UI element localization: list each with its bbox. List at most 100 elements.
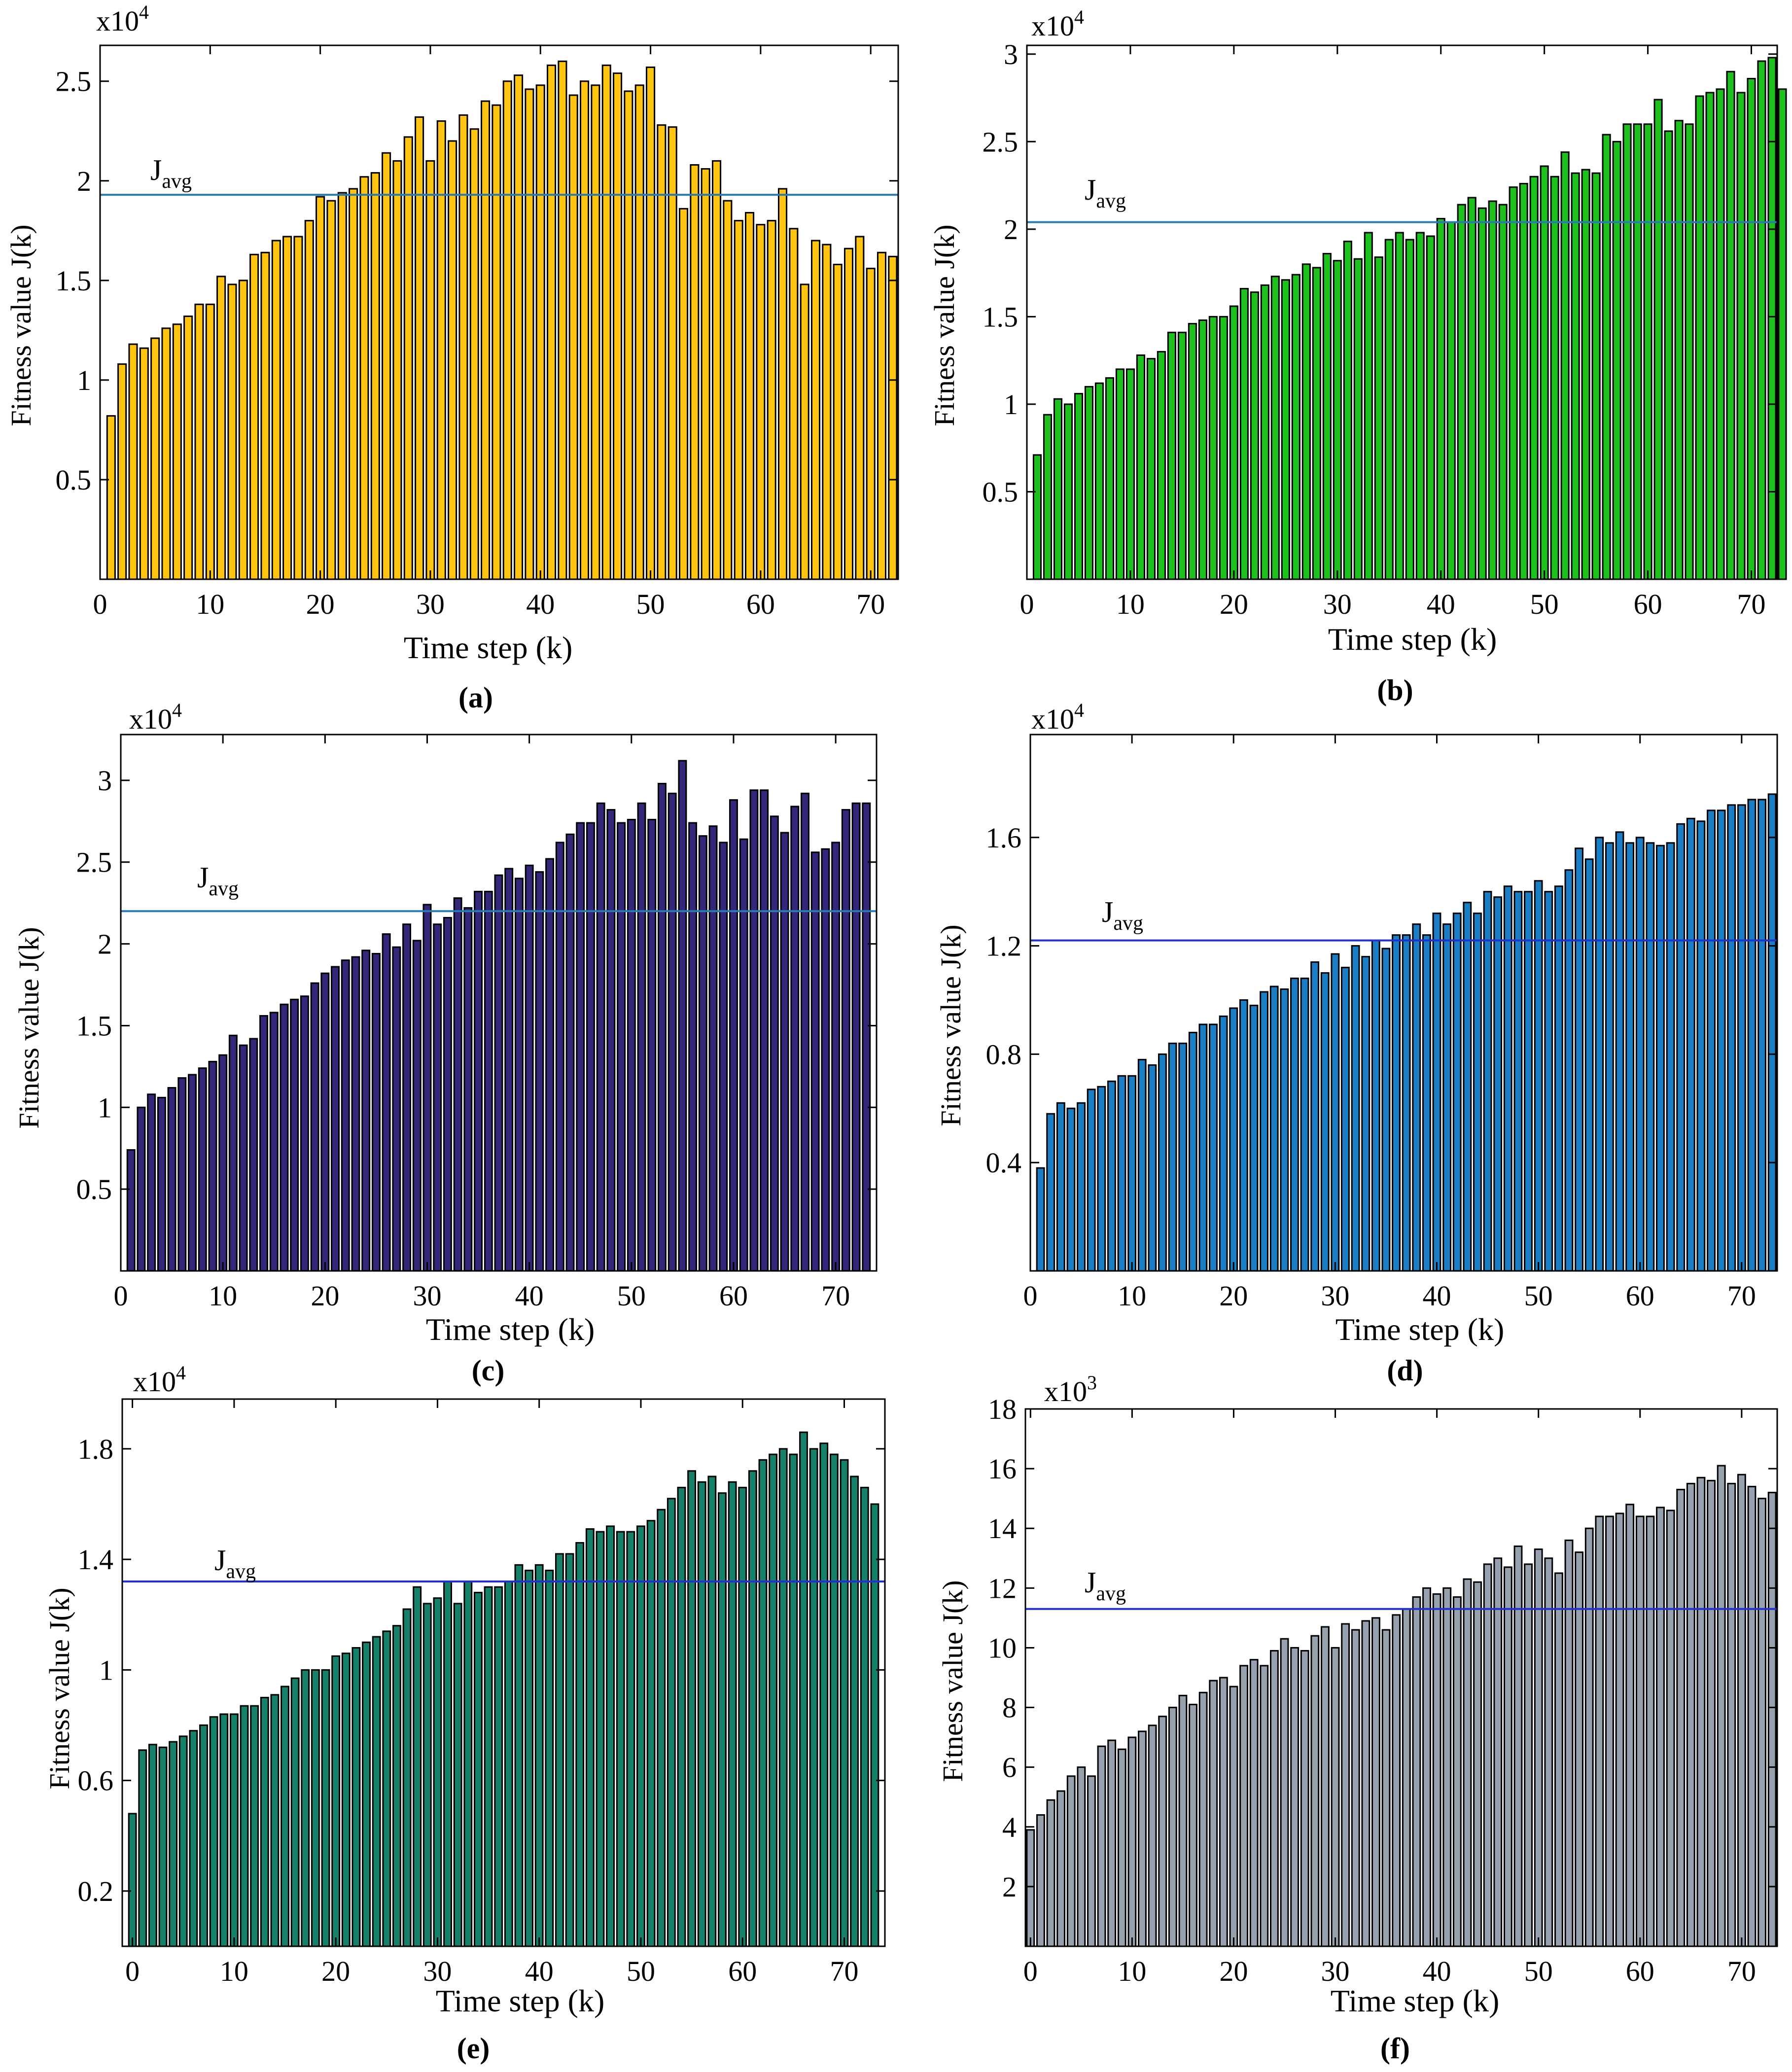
panel-e-bar-3 [148, 1744, 157, 1947]
panel-f-label: (f) [1380, 2032, 1410, 2065]
panel-d-bar-43 [1463, 902, 1472, 1272]
panel-d-bar-71 [1747, 799, 1757, 1272]
panel-f-bar-12 [1138, 1730, 1147, 1947]
panel-a-bar-1 [106, 415, 116, 580]
panel-b-bar-12 [1146, 358, 1156, 580]
panel-f-bar-20 [1219, 1677, 1228, 1947]
panel-e-bar-72 [850, 1475, 859, 1947]
panel-d-bar-9 [1117, 1075, 1126, 1272]
panel-a-bar-58 [734, 220, 743, 580]
panel-c-bar-3 [147, 1093, 156, 1272]
panel-b-bar-42 [1457, 204, 1466, 580]
panel-c-javg-label: Javg [197, 861, 239, 900]
panel-f-bar-3 [1046, 1799, 1055, 1947]
panel-e-ytick-label: 1.4 [78, 1544, 114, 1576]
panel-e-bar-53 [657, 1509, 666, 1947]
panel-d-bar-37 [1402, 934, 1411, 1272]
panel-b-bar-16 [1188, 323, 1197, 580]
panel-d-bar-50 [1534, 880, 1543, 1272]
panel-d: x104 Javg 0.4 0.8 1.2 1.6 0 10 20 30 40 50 60 70 T… [935, 699, 1778, 1387]
panel-b-bar-60 [1643, 123, 1652, 580]
panel-f-bar-18 [1198, 1691, 1208, 1947]
panel-f-bar-5 [1066, 1775, 1076, 1947]
panel-c-plot-frame [120, 734, 878, 1272]
panel-e-bar-20 [321, 1669, 330, 1947]
panel-e-bar-34 [463, 1580, 473, 1947]
panel-b-bar-28 [1312, 267, 1321, 580]
panel-e-ytick-label: 1 [99, 1654, 113, 1686]
panel-b-bar-21 [1239, 288, 1249, 580]
panel-f-bar-65 [1676, 1489, 1686, 1947]
panel-b-ytick-label: 2.5 [983, 126, 1019, 158]
panel-e-bar-59 [718, 1492, 727, 1947]
panel-f-bar-35 [1371, 1617, 1380, 1947]
panel-f-bar-61 [1635, 1515, 1645, 1947]
panel-d-bar-17 [1198, 1023, 1208, 1272]
panel-b-bar-13 [1157, 351, 1166, 580]
panel-d-bar-47 [1503, 885, 1512, 1272]
panel-c-bar-28 [402, 923, 412, 1272]
panel-b-bar-52 [1560, 151, 1570, 580]
panel-e-y-label: Fitness value J(k) [43, 1587, 75, 1789]
panel-c-bar-72 [851, 802, 861, 1272]
panel-d-bar-35 [1381, 948, 1391, 1272]
panel-d-y-axis: 0.4 0.8 1.2 1.6 [986, 822, 1777, 1179]
panel-a-xtick-label: 70 [856, 588, 885, 620]
panel-a-bar-20 [316, 196, 325, 580]
panel-f-bar-47 [1493, 1557, 1503, 1947]
panel-f-xtick-label: 10 [1118, 1955, 1146, 1987]
panel-e-bar-41 [534, 1564, 544, 1947]
panel-e-bar-61 [738, 1486, 747, 1947]
panel-d-bar-34 [1371, 940, 1380, 1272]
panel-a-ytick-label: 2.5 [56, 66, 92, 98]
panel-d-bar-24 [1269, 985, 1279, 1272]
panel-e-bar-23 [351, 1647, 361, 1947]
panel-b-x-label: Time step (k) [1328, 622, 1497, 657]
panel-f-bar-48 [1503, 1566, 1512, 1947]
panel-c-bar-63 [760, 789, 769, 1272]
panel-a-bar-19 [304, 220, 314, 580]
panel-d-bar-1 [1036, 1167, 1045, 1272]
panel-a-bar-66 [822, 244, 832, 580]
panel-a-bar-32 [448, 140, 457, 580]
panel-f-bar-44 [1463, 1578, 1472, 1947]
panel-c-bar-20 [320, 972, 330, 1272]
panel-c-x-axis: 0 10 20 30 40 50 60 70 [114, 735, 850, 1312]
panel-c-bar-10 [218, 1054, 228, 1272]
panel-c-bar-59 [719, 842, 728, 1272]
panel-b-bar-30 [1333, 260, 1342, 580]
panel-b-multiplier: x104 [1031, 6, 1084, 42]
panel-b-bar-1 [1032, 454, 1042, 580]
panel-a-bar-16 [271, 240, 281, 580]
panel-d-ytick-label: 0.8 [986, 1038, 1022, 1070]
panel-c-bar-24 [361, 949, 371, 1272]
panel-f-bar-26 [1280, 1638, 1289, 1947]
panel-b-bar-3 [1053, 398, 1063, 580]
panel-f-bar-50 [1524, 1563, 1533, 1947]
panel-b: x104 Javg 0.5 1 1.5 2 2.5 3 0 10 20 30 40 50 60 70 T… [928, 6, 1787, 706]
panel-e-bar-16 [281, 1686, 289, 1947]
panel-a-bar-61 [767, 220, 776, 580]
panel-e-bar-44 [565, 1553, 574, 1947]
panel-f-bar-21 [1229, 1686, 1238, 1947]
panel-f: x103 Javg 2 4 6 8 10 12 14 16 18 0 10 20 30 40 50 60 70… [937, 1371, 1778, 2065]
panel-f-xtick-label: 0 [1023, 1955, 1038, 1987]
panel-e-label: (e) [457, 2032, 490, 2065]
panel-e-bar-29 [413, 1586, 422, 1947]
panel-e-bar-13 [250, 1705, 259, 1947]
panel-c-bar-13 [249, 1038, 258, 1272]
panel-d-bar-27 [1300, 978, 1309, 1272]
panel-d-bar-5 [1077, 1102, 1086, 1272]
panel-c-bar-39 [514, 878, 524, 1272]
panel-a-bar-17 [282, 236, 292, 580]
panel-c-bar-52 [647, 818, 657, 1272]
panel-d-bar-73 [1767, 793, 1777, 1272]
panel-a-bar-24 [359, 176, 369, 580]
panel-e-bar-33 [453, 1603, 462, 1947]
panel-a-ytick-label: 1.5 [56, 265, 92, 297]
panel-d-bar-11 [1137, 1058, 1147, 1272]
panel-f-bar-33 [1351, 1629, 1360, 1947]
panel-e-bar-73 [860, 1486, 869, 1947]
panel-c-bar-54 [668, 792, 677, 1272]
